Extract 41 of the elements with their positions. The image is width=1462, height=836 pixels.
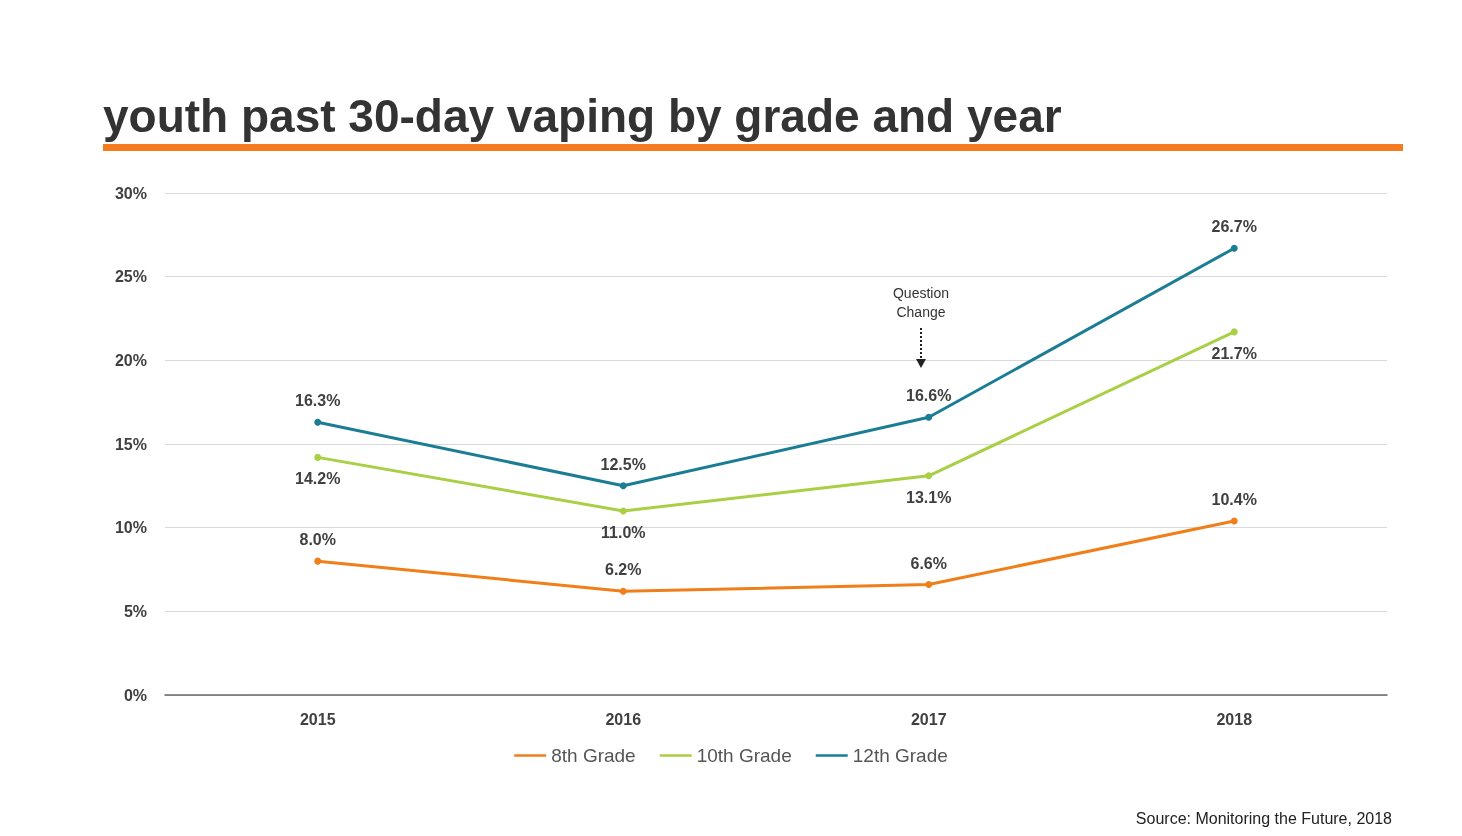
data-label: 8.0% [299, 531, 336, 549]
data-label: 14.2% [295, 470, 341, 488]
point [619, 507, 627, 515]
legend-label: 10th Grade [696, 745, 792, 766]
data-label: 10.4% [1211, 490, 1257, 508]
data-label: 16.6% [906, 387, 952, 405]
data-label: 26.7% [1211, 218, 1257, 236]
data-label: 6.6% [910, 554, 947, 572]
y-tick-label: 10% [114, 519, 147, 537]
point [619, 587, 627, 595]
point [1230, 328, 1238, 336]
point [1230, 244, 1238, 252]
data-label: 12.5% [600, 455, 646, 473]
data-label: 16.3% [295, 392, 341, 410]
y-tick-label: 15% [114, 435, 147, 453]
point [925, 581, 933, 589]
source-note: Source: Monitoring the Future, 2018 [1135, 810, 1392, 828]
legend-label: 8th Grade [551, 745, 636, 766]
data-label: 13.1% [906, 488, 952, 506]
data-label: 21.7% [1211, 344, 1257, 362]
point [314, 557, 322, 565]
point [925, 472, 933, 480]
legend-label: 12th Grade [852, 745, 948, 766]
y-tick-label: 25% [114, 268, 147, 286]
annotation: Question Change [891, 284, 950, 322]
point [619, 482, 627, 490]
y-tick-label: 30% [114, 184, 147, 202]
data-label: 6.2% [605, 561, 642, 579]
y-tick-label: 20% [114, 351, 147, 369]
point [1230, 517, 1238, 525]
x-tick-label: 2016 [605, 710, 642, 728]
point [925, 413, 933, 421]
point [314, 418, 322, 426]
point [314, 453, 322, 461]
data-label: 11.0% [601, 523, 646, 541]
x-tick-label: 2018 [1216, 710, 1253, 728]
y-tick-label: 5% [123, 602, 147, 620]
x-tick-label: 2017 [910, 710, 947, 728]
y-tick-label: 0% [123, 686, 147, 704]
x-tick-label: 2015 [299, 710, 336, 728]
chart-title: youth past 30-day vaping by grade and year [103, 88, 1403, 151]
